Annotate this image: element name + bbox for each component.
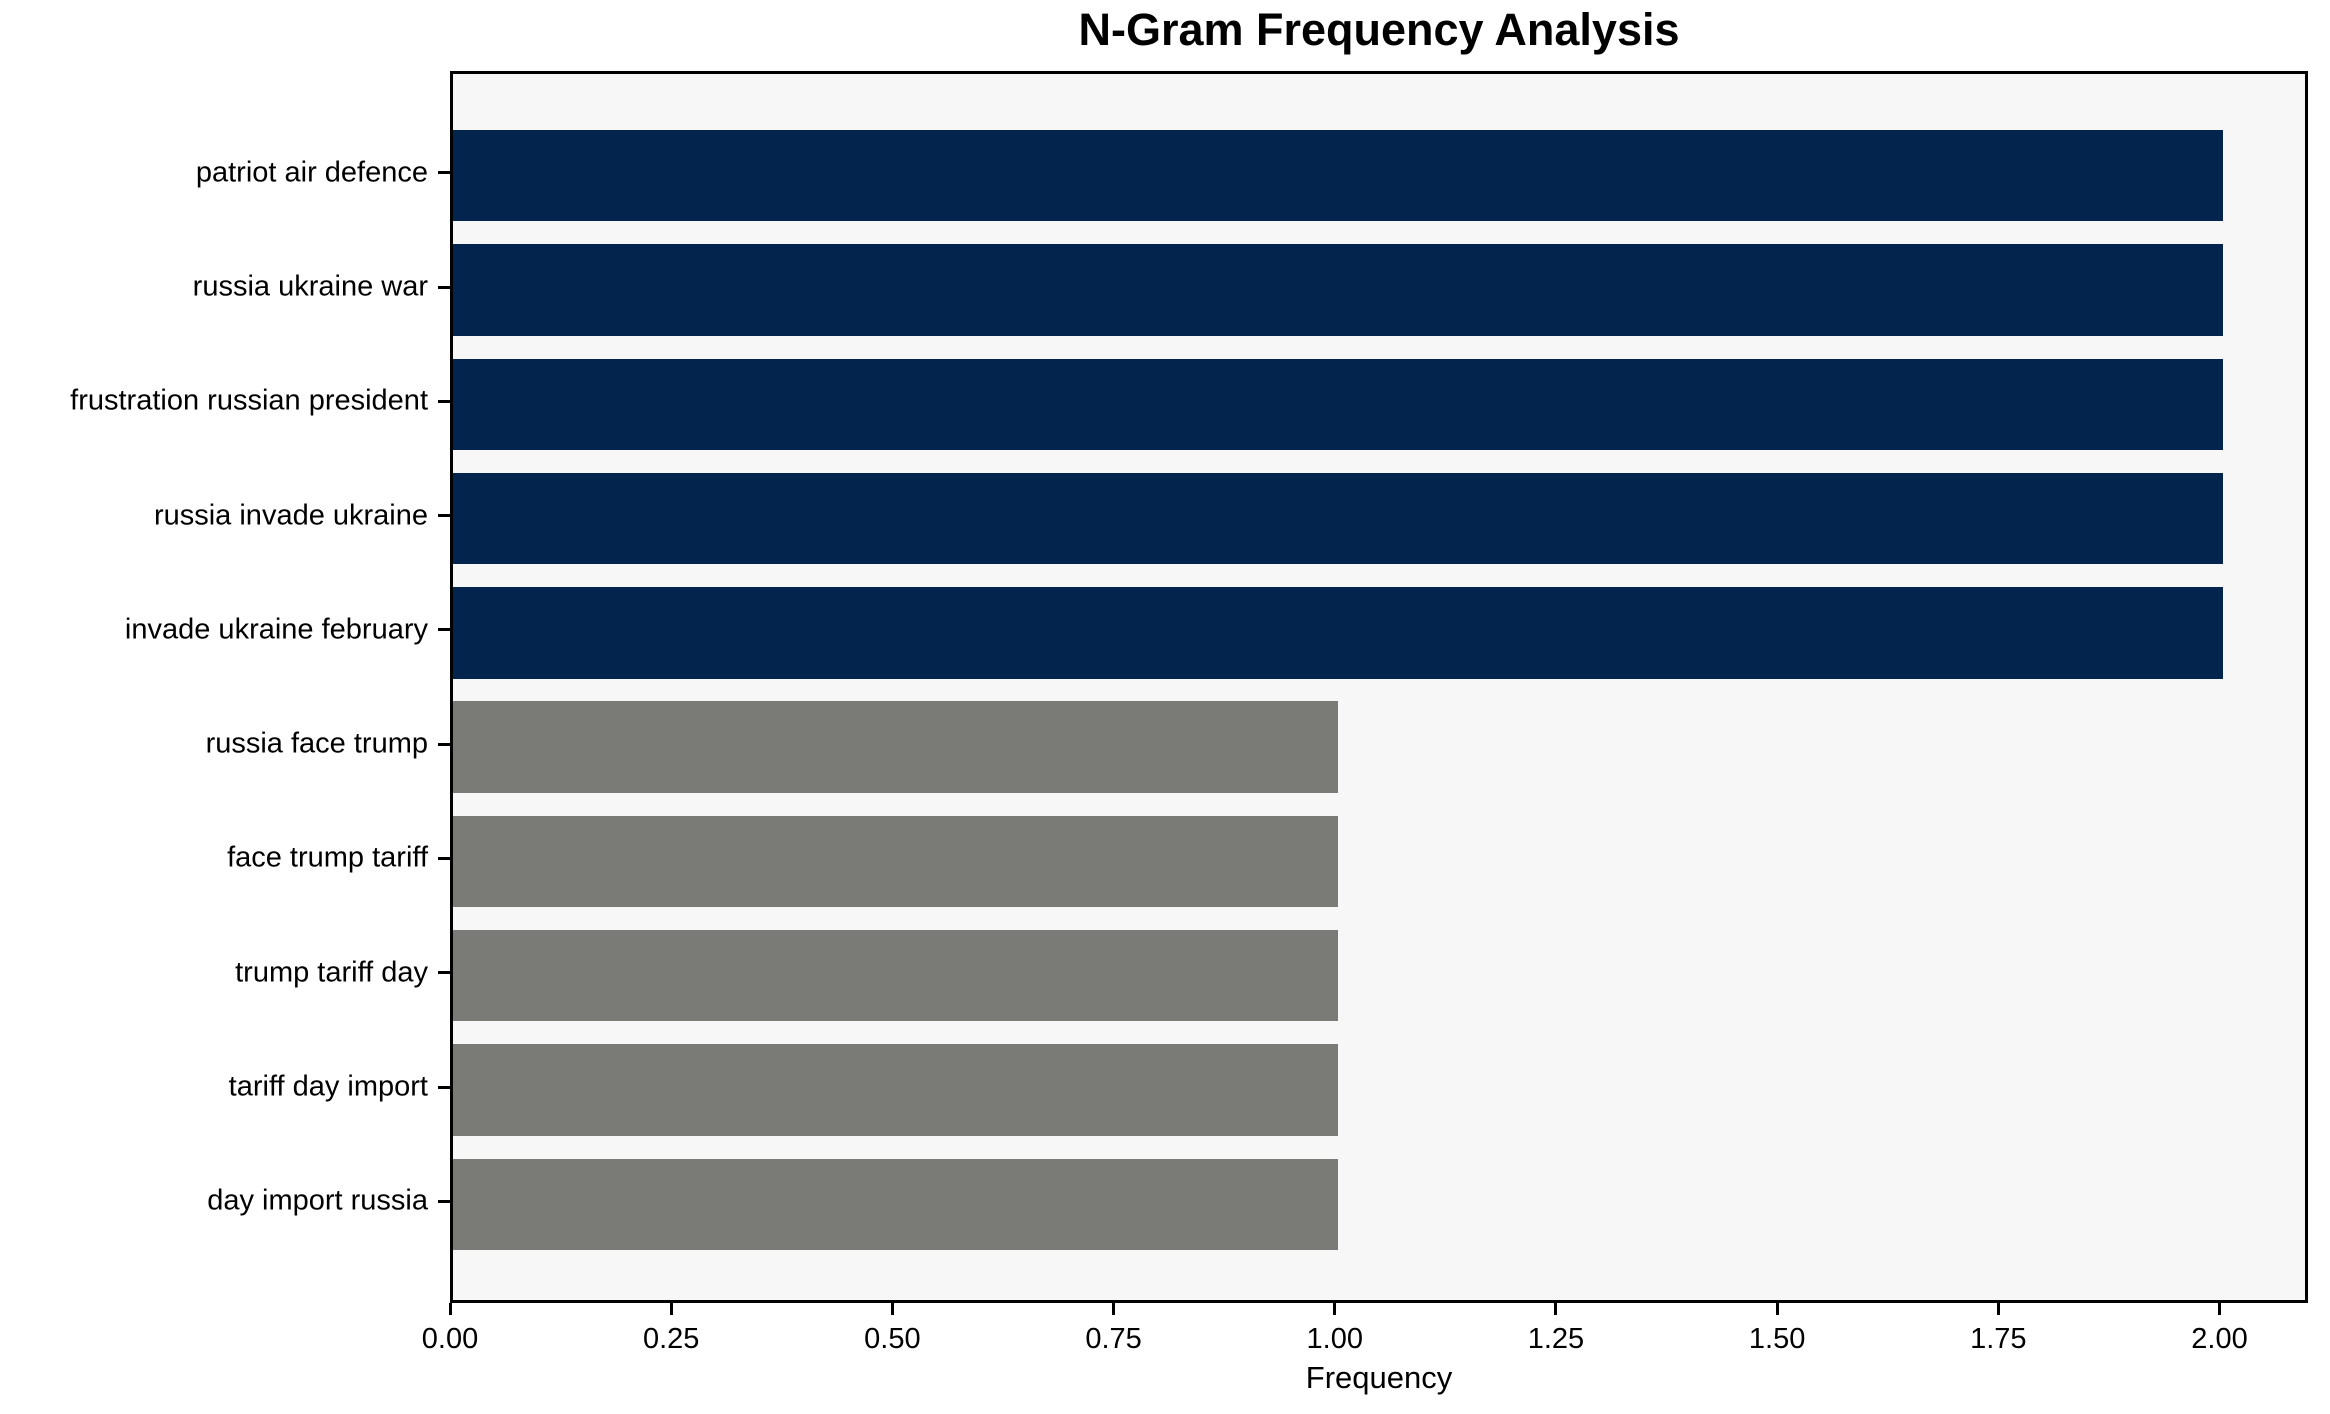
x-axis-tick — [448, 1303, 452, 1315]
y-axis-tick — [438, 285, 450, 289]
x-axis-tick — [2218, 1303, 2222, 1315]
x-tick-label: 0.75 — [1085, 1323, 1142, 1355]
x-tick-label: 1.00 — [1306, 1323, 1363, 1355]
x-axis-tick — [1775, 1303, 1779, 1315]
y-axis-tick — [438, 856, 450, 860]
y-tick-label: trump tariff day — [235, 956, 428, 989]
x-tick-label: 1.50 — [1748, 1323, 1806, 1355]
y-axis-tick — [438, 742, 450, 746]
x-tick-label: 2.00 — [2191, 1323, 2248, 1355]
y-tick-label: day import russia — [207, 1184, 428, 1217]
x-axis-tick — [1996, 1303, 2000, 1315]
y-axis-tick — [438, 971, 450, 975]
y-axis-tick — [438, 1085, 450, 1089]
bar-frustration-russian-president — [453, 358, 2223, 450]
y-tick-label: invade ukraine february — [124, 613, 428, 646]
x-axis-tick — [890, 1303, 894, 1315]
bar-day-import-russia — [453, 1158, 1338, 1250]
y-tick-label: face trump tariff — [227, 841, 428, 874]
plot-area — [450, 71, 2308, 1303]
y-axis-tick — [438, 628, 450, 632]
y-axis-tick — [438, 171, 450, 175]
bar-face-trump-tariff — [453, 815, 1338, 908]
bar-russia-invade-ukraine — [453, 472, 2223, 565]
y-tick-label: russia ukraine war — [192, 270, 428, 303]
chart-title: N-Gram Frequency Analysis — [1078, 4, 1680, 55]
x-tick-label: 1.75 — [1970, 1323, 2027, 1355]
y-tick-label: patriot air defence — [195, 156, 428, 189]
x-axis-label: Frequency — [1305, 1360, 1453, 1395]
bar-russia-ukraine-war — [453, 244, 2223, 336]
x-tick-label: 1.25 — [1527, 1323, 1585, 1355]
y-axis-tick — [438, 514, 450, 518]
y-tick-label: russia face trump — [205, 727, 428, 760]
x-tick-label: 0.25 — [642, 1323, 700, 1355]
x-axis-tick — [1112, 1303, 1116, 1315]
x-axis-tick — [669, 1303, 673, 1315]
bars-container — [453, 74, 2305, 1300]
y-axis-tick — [438, 1199, 450, 1203]
y-tick-label: tariff day import — [228, 1070, 428, 1103]
bar-trump-tariff-day — [453, 930, 1338, 1022]
bar-invade-ukraine-february — [453, 587, 2223, 679]
y-axis-tick — [438, 399, 450, 403]
bar-tariff-day-import — [453, 1044, 1338, 1136]
x-tick-label: 0.50 — [864, 1323, 921, 1355]
bar-russia-face-trump — [453, 701, 1338, 793]
x-tick-label: 0.00 — [421, 1323, 479, 1355]
y-tick-label: russia invade ukraine — [153, 499, 428, 532]
x-axis-tick — [1554, 1303, 1558, 1315]
x-axis-tick — [1333, 1303, 1337, 1315]
y-tick-label: frustration russian president — [70, 384, 428, 417]
bar-patriot-air-defence — [453, 130, 2223, 222]
